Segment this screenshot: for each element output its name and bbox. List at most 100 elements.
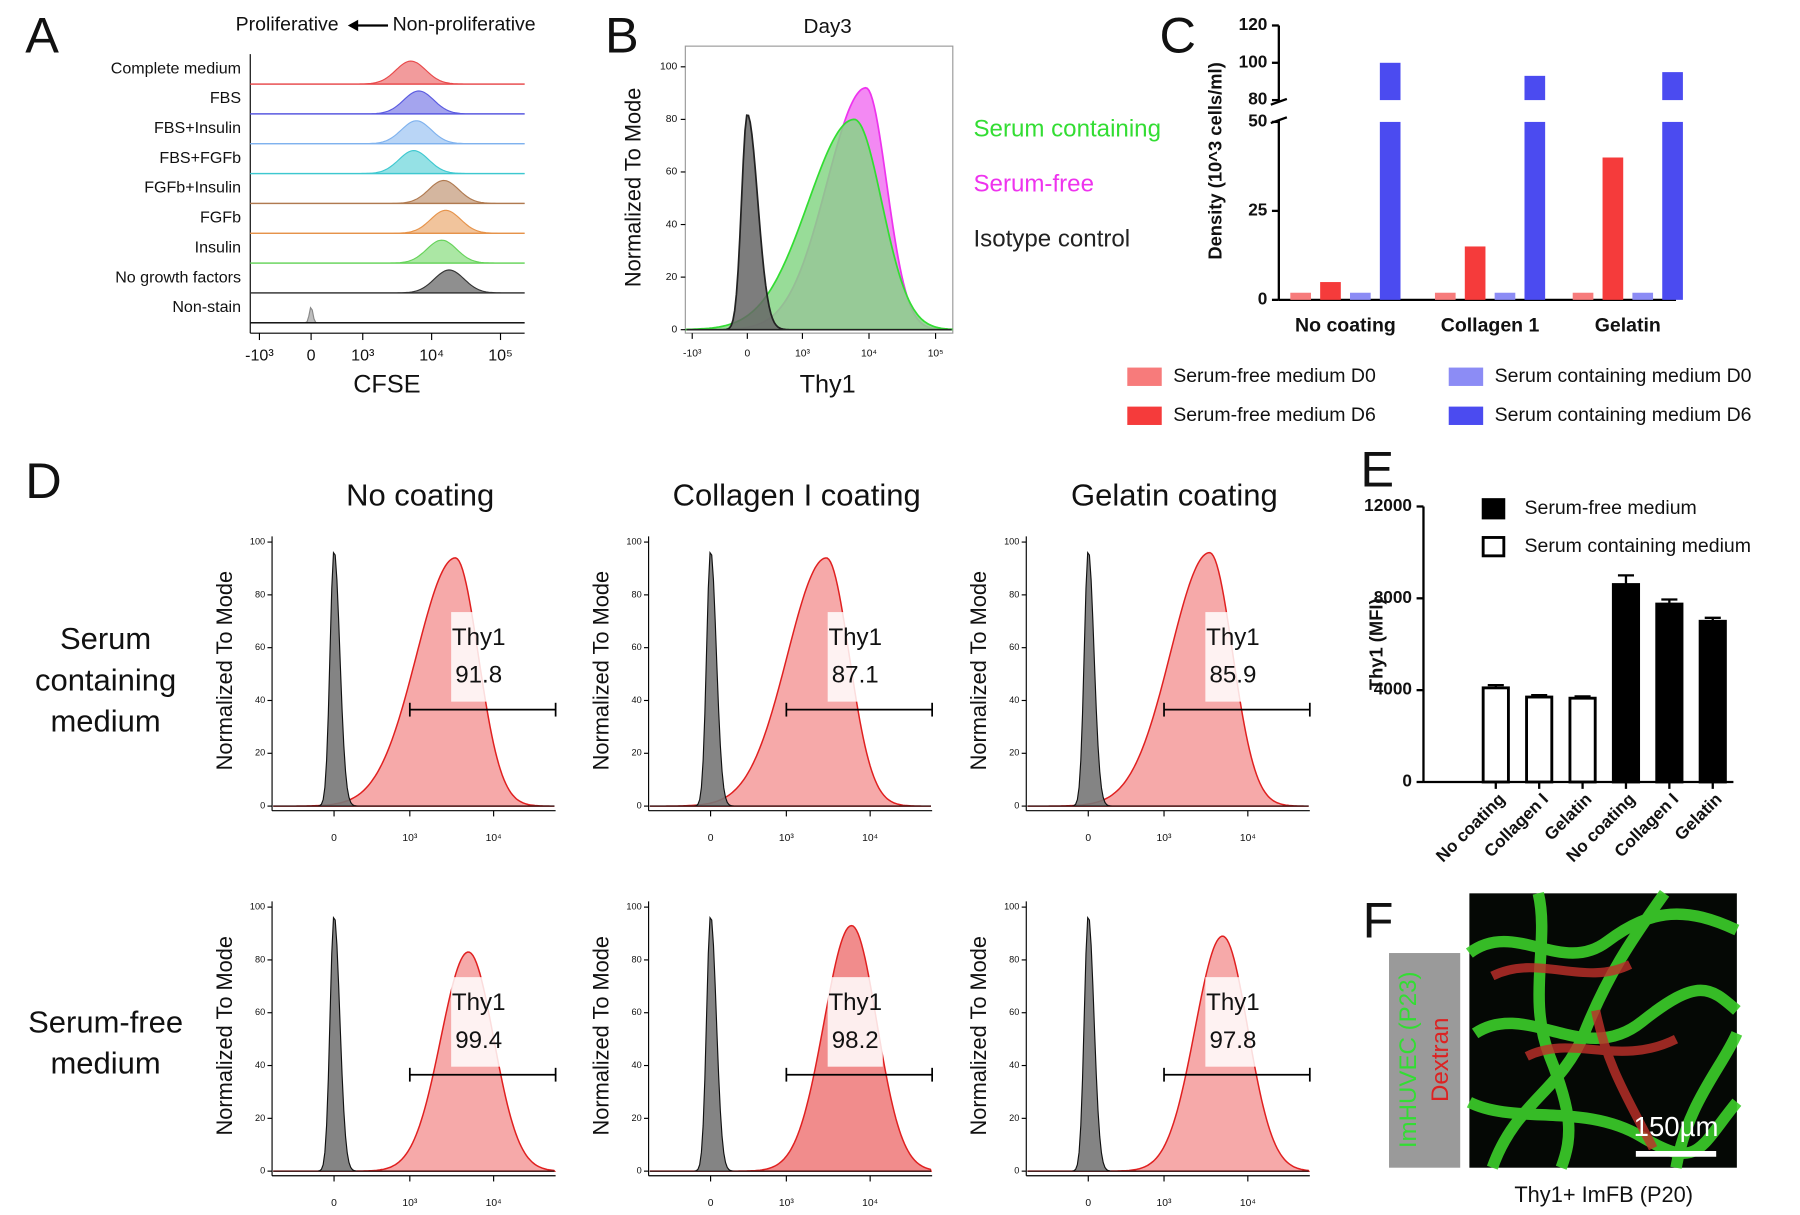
y-tick-label: 40 (632, 1060, 642, 1070)
bar (1632, 292, 1654, 300)
row-label: FBS+FGFb (159, 149, 241, 167)
legend-label: Isotype control (973, 226, 1130, 253)
gate-label: Thy1 (452, 624, 506, 651)
bar (1698, 619, 1727, 784)
x-tick-label: 10⁴ (862, 833, 878, 844)
panel-letter: D (25, 452, 61, 509)
y-axis-label: Normalized To Mode (588, 571, 613, 771)
y-tick-label: 12000 (1364, 495, 1412, 515)
row-title: containing (35, 662, 176, 697)
y-tick-label: 4000 (1374, 679, 1412, 699)
y-tick-label: 60 (632, 642, 642, 652)
panel-letter: C (1159, 7, 1195, 64)
legend-label: Serum-free medium D0 (1173, 365, 1376, 387)
histogram (686, 114, 952, 331)
histogram (250, 60, 525, 85)
legend-label: Serum-free (973, 170, 1094, 197)
bar (1568, 696, 1597, 784)
gate-percent: 87.1 (832, 662, 879, 689)
histogram (1027, 550, 1309, 807)
row-title: medium (51, 704, 161, 739)
y-tick-label: 20 (1009, 1113, 1019, 1123)
row-label: Non-stain (172, 298, 241, 316)
y-tick-label: 25 (1248, 199, 1268, 219)
histogram (250, 269, 525, 294)
y-tick-label: 0 (637, 1166, 642, 1176)
row-title: medium (51, 1046, 161, 1081)
x-tick-label: No coating (1295, 314, 1396, 336)
y-tick-label: 80 (255, 954, 265, 964)
histogram (1027, 935, 1311, 1172)
histogram (250, 150, 525, 175)
y-tick-label: 50 (1248, 110, 1267, 130)
panel-letter: E (1360, 441, 1394, 498)
row-label: FBS+Insulin (154, 119, 241, 137)
y-tick-label: 40 (255, 1060, 265, 1070)
y-axis-label: Thy1 (MFI) (1365, 598, 1386, 690)
panel-letter: F (1363, 892, 1394, 949)
legend-label: Serum containing medium D0 (1495, 365, 1752, 387)
bar (1350, 292, 1371, 300)
gate-box (1205, 977, 1261, 1067)
y-axis-label: Density (10^3 cells/ml) (1205, 62, 1226, 259)
y-axis-label: Normalized To Mode (588, 936, 613, 1135)
gate-label: Thy1 (1206, 624, 1260, 651)
x-tick-label: Collagen 1 (1441, 314, 1540, 336)
y-tick-label: 80 (1009, 954, 1019, 964)
histogram (250, 179, 525, 204)
bar (1662, 72, 1683, 101)
gate-label: Thy1 (1206, 989, 1260, 1016)
gate-box (827, 612, 883, 702)
legend-swatch (1481, 498, 1506, 520)
axis-break (1270, 97, 1288, 106)
y-tick-label: 80 (1248, 89, 1267, 109)
bar (1602, 157, 1624, 300)
bar (1572, 292, 1594, 300)
y-tick-label: 80 (666, 114, 678, 125)
x-tick-label: 10³ (1157, 833, 1172, 844)
y-tick-label: 60 (666, 167, 678, 178)
gate-percent: 99.4 (455, 1027, 502, 1054)
y-tick-label: 40 (1009, 695, 1019, 705)
bar (1379, 121, 1401, 300)
y-tick-label: 120 (1239, 14, 1268, 34)
x-tick-label: 10⁵ (488, 346, 513, 364)
histogram (649, 550, 931, 807)
gate-box (827, 977, 883, 1067)
y-tick-label: 0 (1014, 801, 1019, 811)
x-tick-label: 10³ (779, 833, 794, 844)
x-tick-label: 10⁴ (486, 833, 502, 844)
x-tick-label: 0 (708, 1198, 714, 1209)
plot-frame (684, 45, 954, 334)
y-tick-label: 100 (626, 536, 641, 546)
row-label: FBS (210, 89, 241, 107)
y-tick-label: 100 (250, 536, 265, 546)
y-tick-label: 60 (1009, 1007, 1019, 1017)
y-tick-label: 60 (255, 1007, 265, 1017)
bar (1524, 75, 1546, 101)
panel-letter: A (25, 7, 59, 64)
column-title: Gelatin coating (1071, 477, 1278, 512)
y-tick-label: 60 (1009, 642, 1019, 652)
legend-label: Serum-free medium D6 (1173, 404, 1376, 426)
y-tick-label: 20 (632, 748, 642, 758)
x-tick-label: 10³ (351, 346, 375, 364)
x-tick-label: 0 (1085, 1198, 1091, 1209)
y-axis-label: Normalized To Mode (621, 88, 646, 288)
column-title: Collagen I coating (673, 477, 921, 512)
legend-swatch (1481, 536, 1506, 558)
x-axis-label: CFSE (353, 371, 420, 399)
y-tick-label: 0 (637, 801, 642, 811)
bar (1290, 292, 1311, 300)
column-title: No coating (346, 477, 494, 512)
y-tick-label: 40 (632, 695, 642, 705)
bar (1494, 292, 1516, 300)
bar (1525, 695, 1554, 784)
legend-label: Serum-free medium (1524, 497, 1696, 519)
y-tick-label: 20 (1009, 748, 1019, 758)
x-tick-label: 10⁴ (1240, 1198, 1256, 1209)
bar (1481, 686, 1510, 784)
y-tick-label: 20 (255, 748, 265, 758)
gate-percent: 98.2 (832, 1027, 879, 1054)
y-tick-label: 20 (632, 1113, 642, 1123)
